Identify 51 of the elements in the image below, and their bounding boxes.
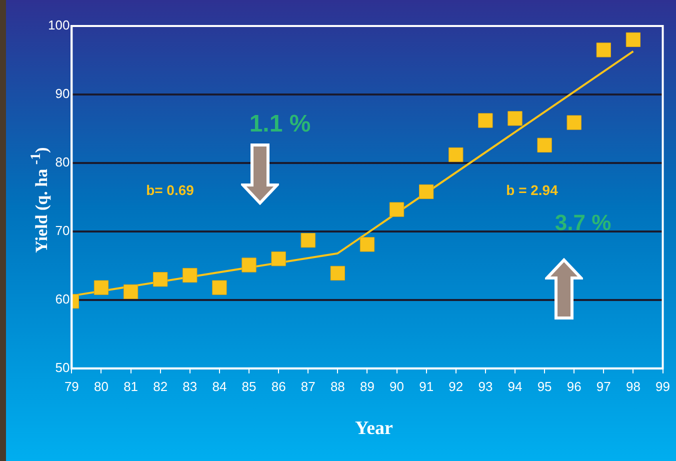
- point: [212, 280, 227, 295]
- x-tick-label: 92: [448, 378, 464, 394]
- annotation: 3.7 %: [554, 210, 612, 236]
- point: [566, 115, 582, 130]
- point: [508, 111, 522, 126]
- x-tick-label: 83: [182, 378, 198, 394]
- x-tick-label: 93: [478, 378, 493, 394]
- point: [448, 147, 464, 162]
- x-tick-label: 80: [94, 378, 108, 394]
- point: [153, 272, 168, 287]
- point: [360, 237, 375, 252]
- point: [271, 252, 286, 266]
- point: [419, 184, 434, 200]
- point: [300, 233, 316, 248]
- point: [626, 32, 641, 48]
- annotation: b= 0.69: [146, 182, 194, 198]
- point: [389, 202, 404, 217]
- point: [182, 268, 198, 283]
- x-tick-label: 81: [124, 378, 138, 394]
- y-tick-label: 90: [55, 86, 70, 102]
- x-tick-label: 85: [242, 378, 256, 394]
- point: [537, 138, 552, 152]
- x-tick-label: 82: [153, 378, 168, 394]
- x-tick-label: 87: [300, 378, 316, 394]
- x-tick-label: 88: [330, 378, 345, 394]
- point: [596, 42, 611, 58]
- x-tick-label: 86: [271, 378, 286, 394]
- x-tick-label: 95: [537, 378, 552, 394]
- point: [330, 266, 345, 281]
- y-tick-label: 50: [55, 360, 70, 375]
- x-tick-label: 98: [626, 378, 640, 394]
- point: [123, 284, 138, 300]
- x-tick-label: 89: [360, 378, 374, 394]
- x-tick-label: 96: [566, 378, 582, 394]
- x-tick-label: 79: [64, 378, 79, 394]
- x-axis-title: Year: [354, 418, 394, 440]
- point: [242, 258, 256, 272]
- x-tick-label: 97: [596, 378, 611, 394]
- point: [94, 280, 109, 295]
- x-tick-label: 90: [390, 378, 404, 394]
- annotation: 1.1 %: [249, 110, 311, 138]
- y-tick-label: 80: [55, 154, 70, 170]
- x-tick-label: 84: [212, 378, 227, 394]
- y-tick-label: 70: [55, 223, 70, 238]
- x-tick-label: 94: [508, 378, 522, 394]
- y-tick-label: 100: [48, 18, 70, 33]
- point: [478, 113, 493, 128]
- x-tick-label: 91: [419, 378, 434, 394]
- y-tick-label: 60: [55, 292, 70, 306]
- annotation: b = 2.94: [506, 182, 558, 198]
- x-tick-label: 99: [656, 378, 670, 394]
